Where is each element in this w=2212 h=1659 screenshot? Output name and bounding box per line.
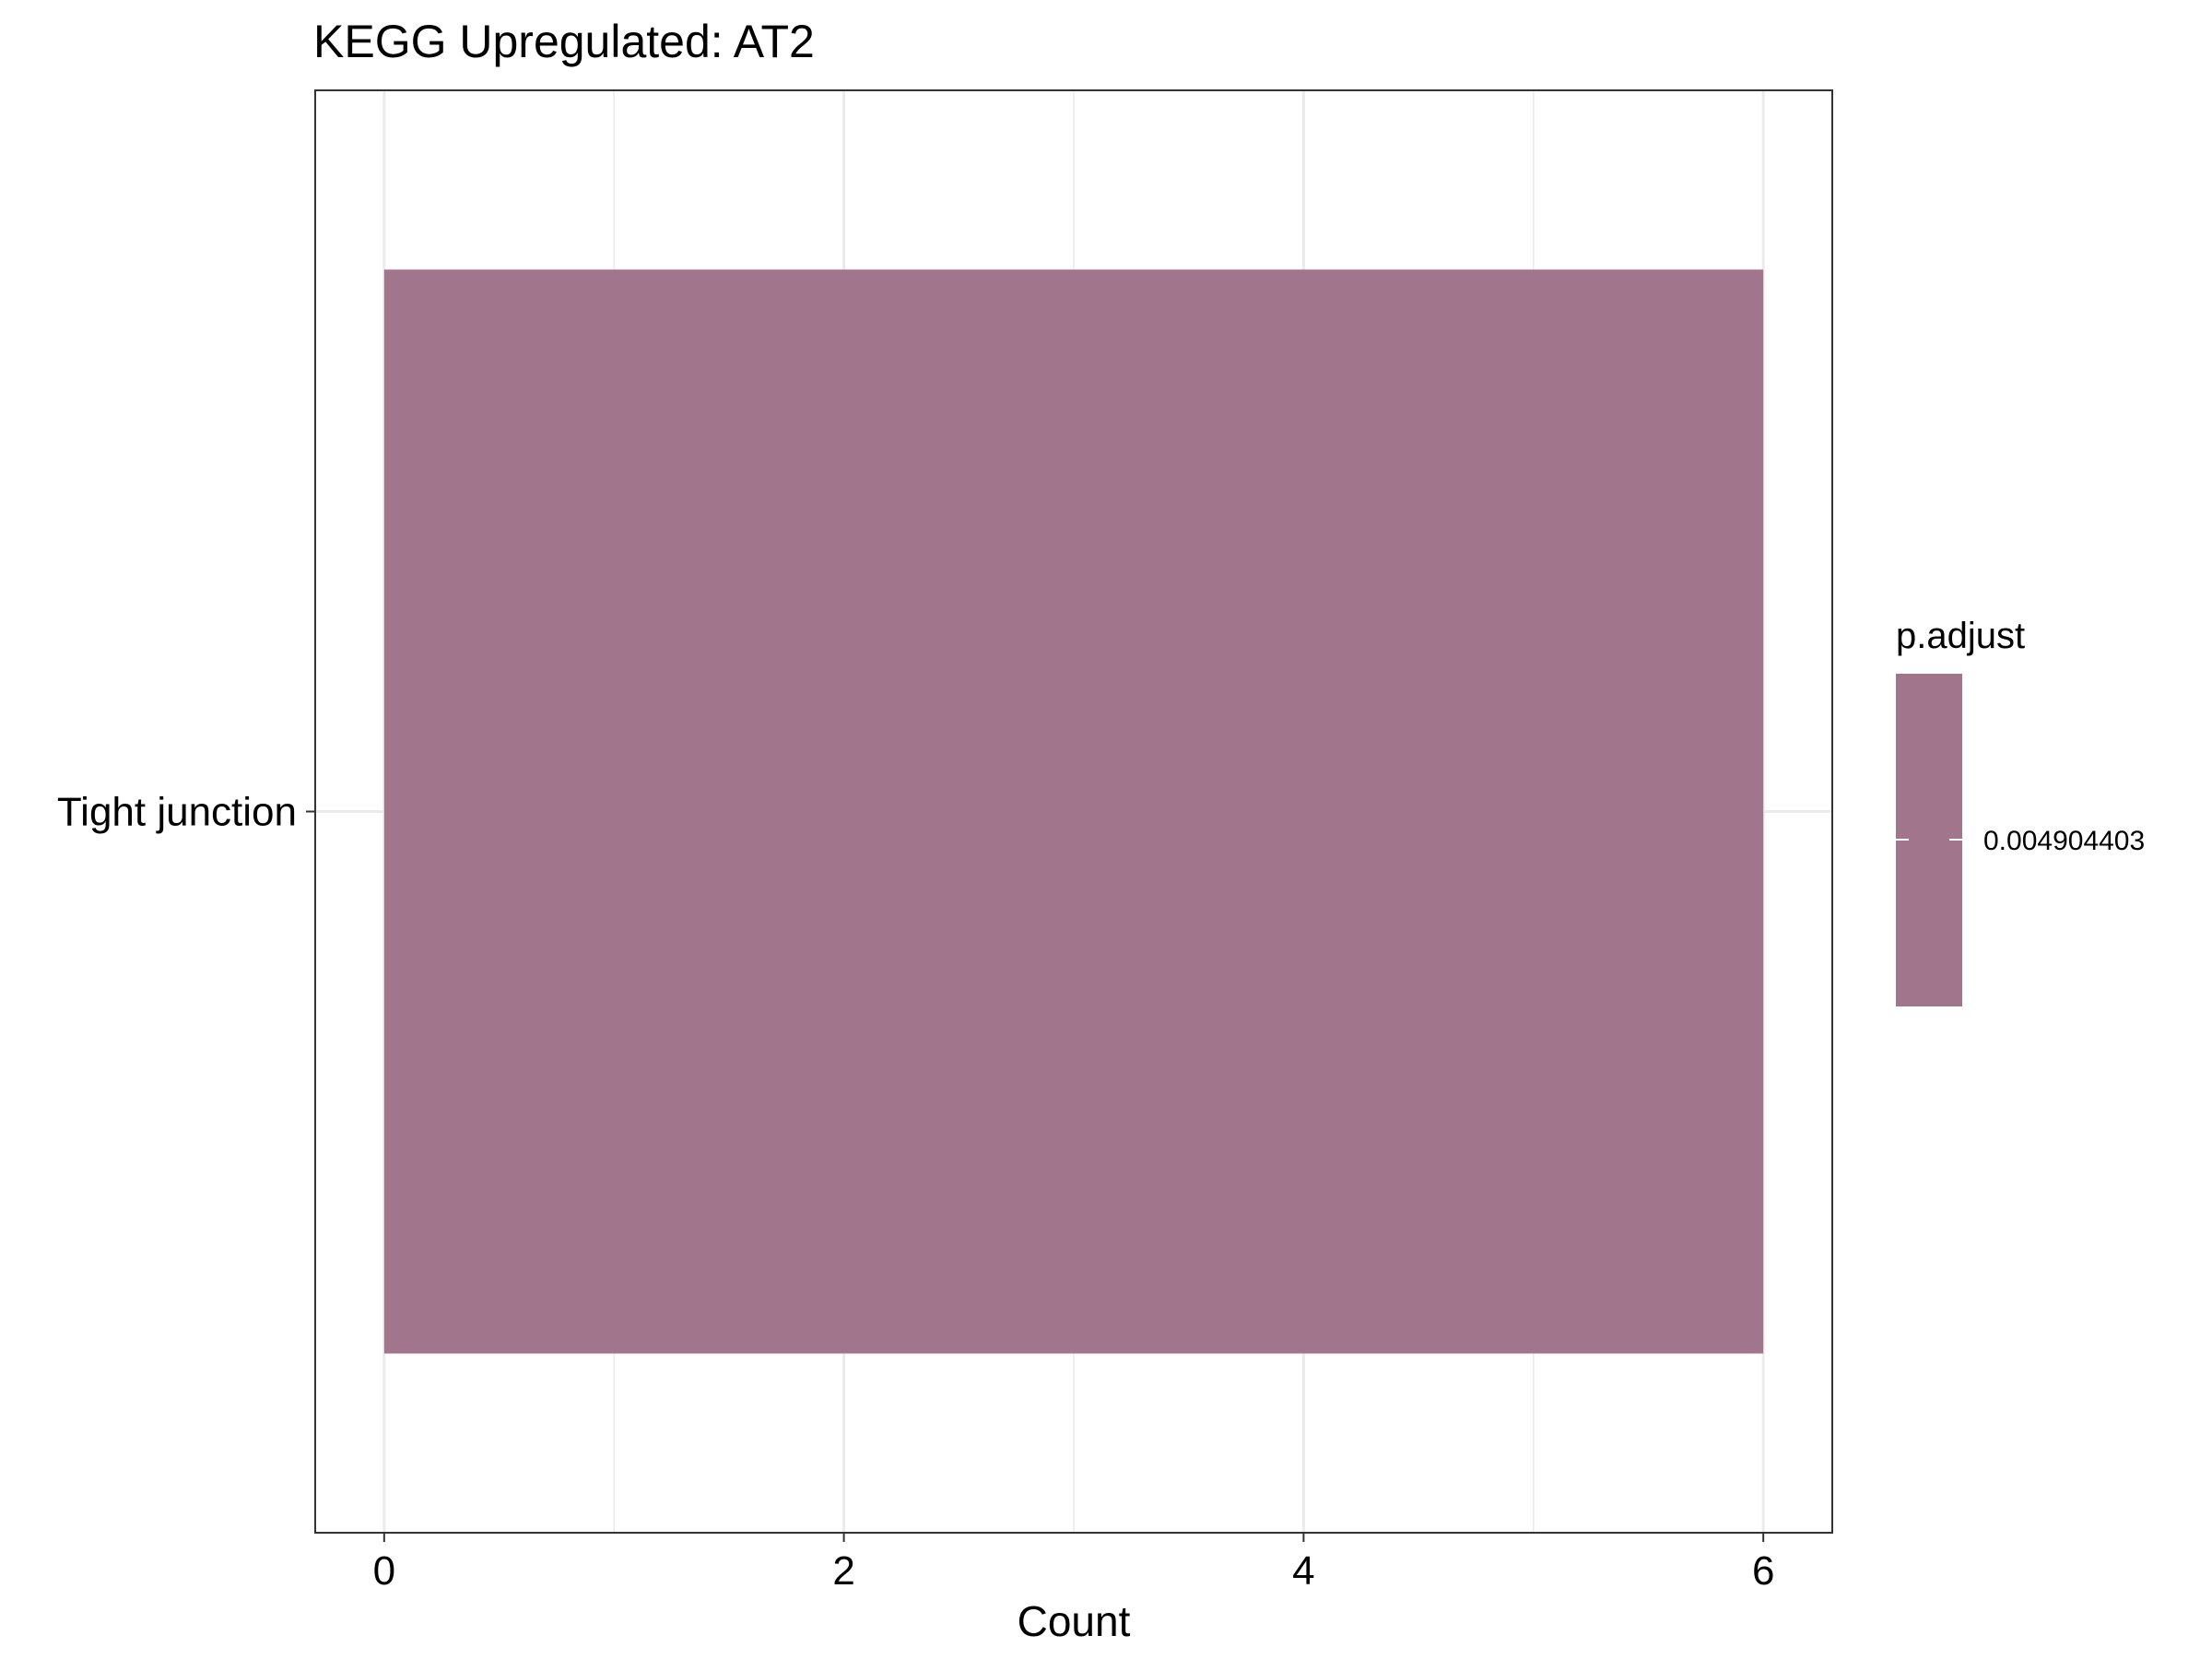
bars [383, 269, 1764, 1354]
x-axis: 0 2 4 6 [373, 1533, 1774, 1594]
chart-title: KEGG Upregulated: AT2 [313, 16, 815, 67]
x-axis-title: Count [1018, 1597, 1131, 1645]
legend: p.adjust 0.004904403 [1896, 616, 2145, 1006]
x-tick-label: 4 [1292, 1548, 1314, 1594]
x-tick-label: 2 [832, 1548, 854, 1594]
legend-label: 0.004904403 [1983, 826, 2145, 856]
plot-panel [314, 89, 1833, 1534]
x-tick-label: 0 [373, 1548, 395, 1594]
x-tick-label: 6 [1752, 1548, 1774, 1594]
y-tick-label: Tight junction [57, 790, 297, 835]
legend-title: p.adjust [1896, 616, 2025, 656]
y-axis: Tight junction [57, 790, 315, 835]
bar [383, 269, 1764, 1354]
